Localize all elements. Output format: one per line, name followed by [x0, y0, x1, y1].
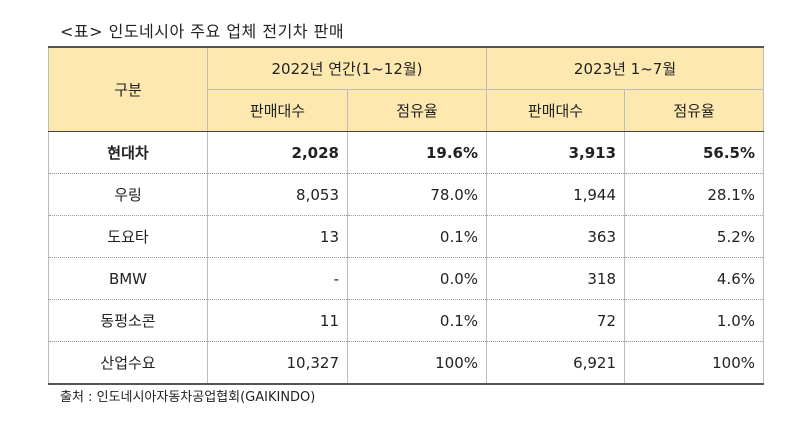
- row-share-2023: 100%: [624, 341, 765, 385]
- row-share-2023: 56.5%: [624, 131, 765, 174]
- source-note: 출처 : 인도네시아자동차공업협회(GAIKINDO): [60, 390, 316, 405]
- header-share-2022: 점유율: [346, 89, 488, 132]
- row-sales-2022: 11: [207, 299, 348, 342]
- header-row-metrics: 판매대수 점유율 판매대수 점유율: [49, 89, 765, 132]
- header-sales-2023: 판매대수: [486, 89, 626, 132]
- row-sales-2022: 8,053: [207, 173, 348, 216]
- table-row: 현대차 2,028 19.6% 3,913 56.5%: [48, 131, 765, 174]
- header-period-2022: 2022년 연간(1~12월): [206, 46, 488, 90]
- row-share-2023: 5.2%: [624, 215, 765, 258]
- row-name: 우링: [48, 173, 208, 216]
- row-sales-2022: 2,028: [207, 131, 348, 174]
- row-share-2022: 0.1%: [346, 299, 488, 342]
- row-name: BMW: [48, 257, 208, 300]
- table-row: 우링 8,053 78.0% 1,944 28.1%: [48, 173, 765, 216]
- table-row: 동펑소콘 11 0.1% 72 1.0%: [48, 299, 765, 342]
- row-name: 현대차: [48, 131, 208, 174]
- table-row: 도요타 13 0.1% 363 5.2%: [48, 215, 765, 258]
- table-row: BMW - 0.0% 318 4.6%: [48, 257, 765, 300]
- table-caption: <표> 인도네시아 주요 업체 전기차 판매: [60, 22, 345, 41]
- row-share-2022: 19.6%: [346, 131, 488, 174]
- header-period-2023: 2023년 1~7월: [486, 46, 765, 90]
- row-sales-2023: 6,921: [486, 341, 626, 385]
- row-sales-2022: -: [207, 257, 348, 300]
- row-share-2023: 4.6%: [624, 257, 765, 300]
- row-share-2022: 0.0%: [346, 257, 488, 300]
- row-sales-2023: 72: [486, 299, 626, 342]
- row-name: 동펑소콘: [48, 299, 208, 342]
- header-row-periods: 구분 2022년 연간(1~12월) 2023년 1~7월: [48, 46, 765, 132]
- header-sales-2022: 판매대수: [207, 89, 348, 132]
- row-name: 산업수요: [48, 341, 208, 385]
- row-sales-2023: 318: [486, 257, 626, 300]
- header-category: 구분: [48, 46, 208, 132]
- row-share-2022: 100%: [346, 341, 488, 385]
- row-share-2023: 1.0%: [624, 299, 765, 342]
- row-sales-2022: 10,327: [207, 341, 348, 385]
- row-share-2023: 28.1%: [624, 173, 765, 216]
- row-sales-2023: 3,913: [486, 131, 626, 174]
- row-sales-2022: 13: [207, 215, 348, 258]
- row-share-2022: 78.0%: [346, 173, 488, 216]
- row-sales-2023: 1,944: [486, 173, 626, 216]
- ev-sales-table: 구분 2022년 연간(1~12월) 2023년 1~7월 판매대수 점유율 판…: [48, 46, 765, 385]
- header-share-2023: 점유율: [624, 89, 765, 132]
- row-share-2022: 0.1%: [346, 215, 488, 258]
- row-name: 도요타: [48, 215, 208, 258]
- row-sales-2023: 363: [486, 215, 626, 258]
- table-row-total: 산업수요 10,327 100% 6,921 100%: [48, 341, 765, 385]
